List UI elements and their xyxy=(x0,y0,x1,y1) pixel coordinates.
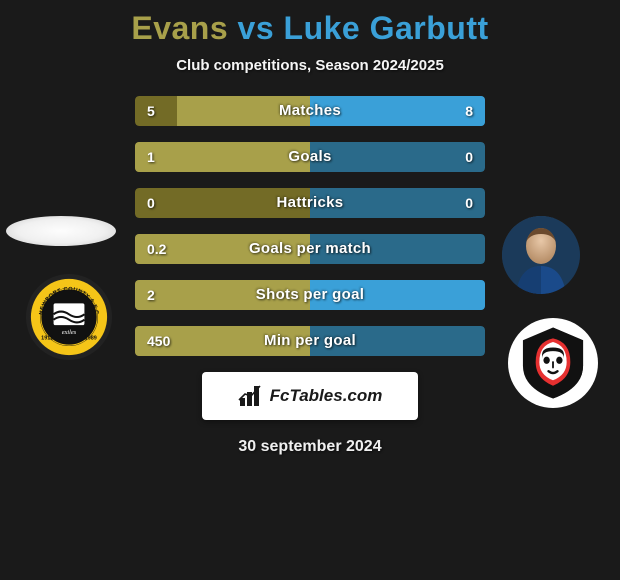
stat-label: Goals per match xyxy=(135,234,485,264)
svg-text:exiles: exiles xyxy=(62,329,77,336)
footer-date: 30 september 2024 xyxy=(0,438,620,456)
stat-value-left: 2 xyxy=(147,280,155,310)
svg-text:1989: 1989 xyxy=(85,336,97,342)
stat-row: Hattricks0 0 xyxy=(135,188,485,218)
stat-row: Goals1 0 xyxy=(135,142,485,172)
branding-badge: FcTables.com xyxy=(202,372,418,420)
stat-label: Matches xyxy=(135,96,485,126)
stat-value-right: 0 xyxy=(465,142,473,172)
player1-club-badge: NEWPORT COUNTY A.F.C exiles 1912 1989 xyxy=(26,274,112,360)
stat-label: Shots per goal xyxy=(135,280,485,310)
comparison-title: Evans vs Luke Garbutt xyxy=(0,0,620,47)
svg-text:1912: 1912 xyxy=(41,336,53,342)
stat-label: Hattricks xyxy=(135,188,485,218)
subtitle: Club competitions, Season 2024/2025 xyxy=(0,57,620,74)
player1-avatar xyxy=(6,216,116,246)
salford-city-badge-icon xyxy=(512,322,594,404)
branding-text: FcTables.com xyxy=(270,386,383,406)
player2-club-badge xyxy=(508,318,598,408)
bar-chart-icon xyxy=(238,384,266,408)
player-photo-icon xyxy=(502,216,580,294)
player1-name: Evans xyxy=(131,10,228,46)
stat-value-right: 0 xyxy=(465,188,473,218)
stat-value-left: 450 xyxy=(147,326,170,356)
player2-name: Luke Garbutt xyxy=(284,10,489,46)
newport-county-badge-icon: NEWPORT COUNTY A.F.C exiles 1912 1989 xyxy=(30,278,108,356)
stat-value-left: 1 xyxy=(147,142,155,172)
stat-row: Min per goal450 xyxy=(135,326,485,356)
stat-row: Goals per match0.2 xyxy=(135,234,485,264)
stat-label: Min per goal xyxy=(135,326,485,356)
stat-value-left: 0 xyxy=(147,188,155,218)
stat-value-left: 5 xyxy=(147,96,155,126)
vs-label: vs xyxy=(238,10,275,46)
stat-label: Goals xyxy=(135,142,485,172)
stat-row: Shots per goal2 xyxy=(135,280,485,310)
stats-bars: Matches58Goals10Hattricks00Goals per mat… xyxy=(135,96,485,356)
stat-value-right: 8 xyxy=(465,96,473,126)
content-area: NEWPORT COUNTY A.F.C exiles 1912 1989 Ma… xyxy=(0,96,620,456)
player2-avatar xyxy=(502,216,580,294)
stat-value-left: 0.2 xyxy=(147,234,166,264)
stat-row: Matches5 8 xyxy=(135,96,485,126)
